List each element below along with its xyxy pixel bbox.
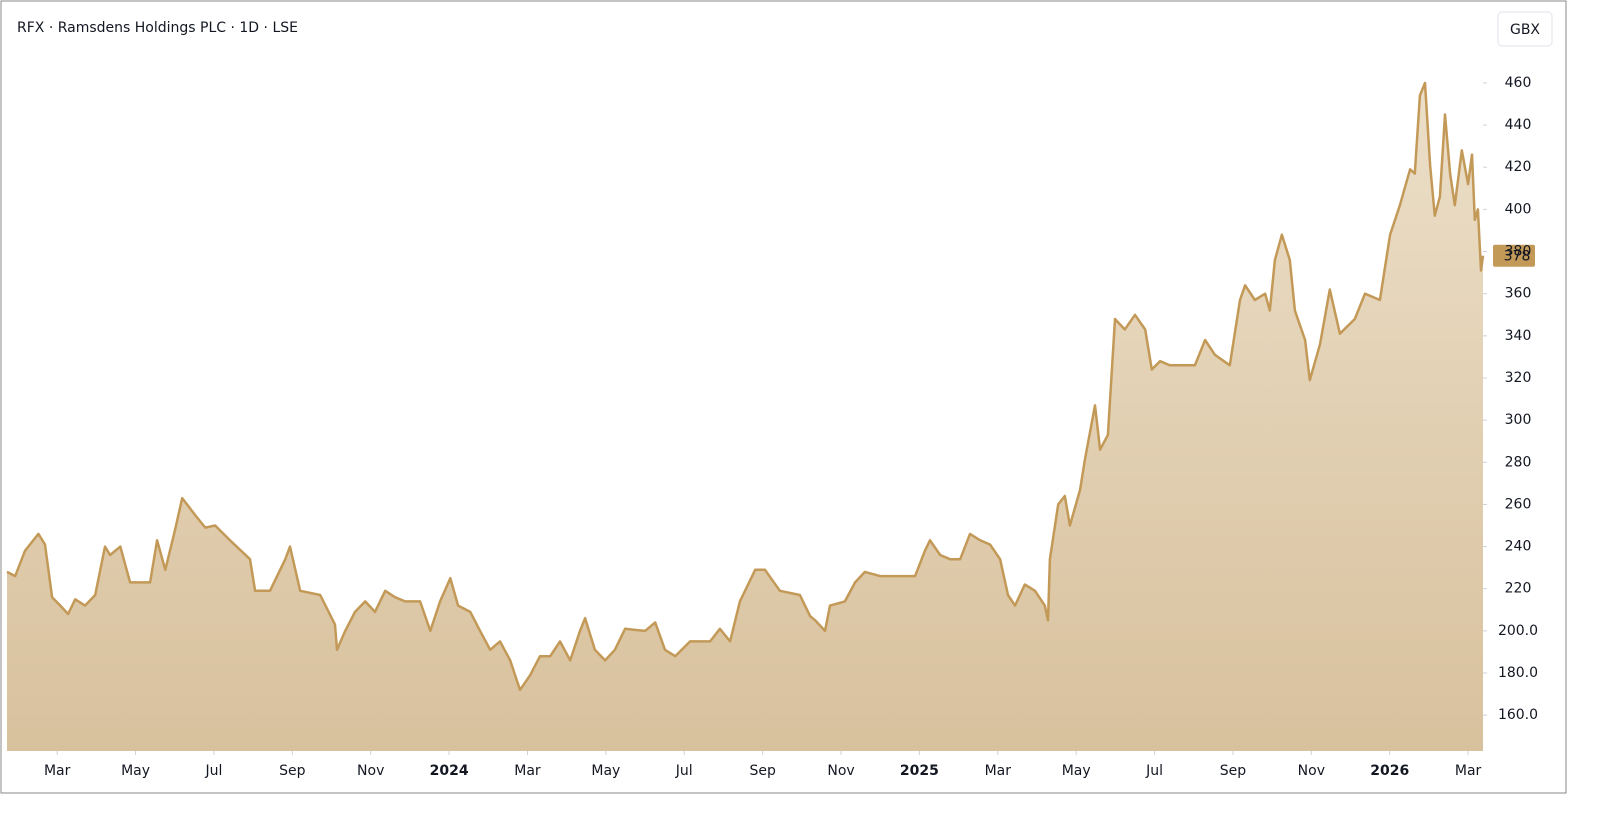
y-tick-label: 400 bbox=[1505, 201, 1532, 217]
x-tick-label: Mar bbox=[514, 763, 541, 779]
y-tick-label: 240 bbox=[1505, 539, 1532, 555]
y-tick-label: 420 bbox=[1505, 159, 1532, 175]
x-tick-label: 2025 bbox=[900, 763, 939, 779]
x-tick-label: Mar bbox=[985, 763, 1012, 779]
price-line bbox=[6, 81, 1485, 692]
currency-button[interactable] bbox=[1497, 11, 1553, 47]
last-price-label: 378 bbox=[1504, 249, 1531, 265]
x-tick-label: Sep bbox=[1220, 763, 1247, 779]
x-tick-label: Mar bbox=[44, 763, 71, 779]
y-tick-label: 460 bbox=[1505, 75, 1532, 91]
x-tick-label: Jul bbox=[1145, 763, 1163, 779]
y-tick-label: 180.0 bbox=[1498, 665, 1538, 681]
last-price-tag bbox=[1493, 244, 1535, 267]
y-tick-label: 320 bbox=[1505, 370, 1532, 386]
x-tick-label: Sep bbox=[749, 763, 776, 779]
x-tick-label: Sep bbox=[279, 763, 306, 779]
y-tick-label: 340 bbox=[1505, 328, 1532, 344]
y-tick-label: 360 bbox=[1505, 286, 1532, 302]
y-tick-label: 200.0 bbox=[1498, 623, 1538, 639]
y-tick-label: 300 bbox=[1505, 412, 1532, 428]
y-tick-label: 380 bbox=[1505, 244, 1532, 260]
x-tick-label: Nov bbox=[827, 763, 854, 779]
currency-label[interactable]: GBX bbox=[1510, 22, 1540, 38]
x-tick-label: Jul bbox=[675, 763, 693, 779]
y-tick-label: 160.0 bbox=[1498, 707, 1538, 723]
x-tick-label: Nov bbox=[1298, 763, 1325, 779]
y-tick-label: 220 bbox=[1505, 581, 1532, 597]
area-fill bbox=[7, 82, 1483, 751]
chart-title: RFX · Ramsdens Holdings PLC · 1D · LSE bbox=[17, 20, 298, 36]
x-tick-label: Nov bbox=[357, 763, 384, 779]
x-tick-label: May bbox=[121, 763, 150, 779]
x-tick-label: 2024 bbox=[430, 763, 469, 779]
y-tick-label: 280 bbox=[1505, 454, 1532, 470]
x-tick-label: Jul bbox=[204, 763, 222, 779]
x-tick-label: May bbox=[591, 763, 620, 779]
x-tick-label: Mar bbox=[1455, 763, 1482, 779]
y-tick-label: 440 bbox=[1505, 117, 1532, 133]
x-tick-label: May bbox=[1062, 763, 1091, 779]
y-tick-label: 260 bbox=[1505, 496, 1532, 512]
x-tick-label: 2026 bbox=[1370, 763, 1409, 779]
